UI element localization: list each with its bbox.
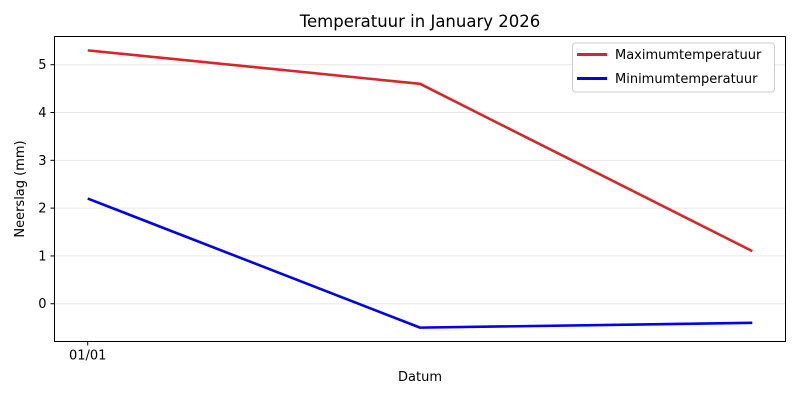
- x-tick-label: 01/01: [69, 349, 106, 364]
- gridlines: [54, 64, 786, 305]
- y-tick-label: 5: [38, 58, 46, 73]
- legend-box: [572, 42, 775, 93]
- x-axis-ticks: 01/01: [69, 341, 106, 364]
- y-tick-label: 0: [38, 297, 46, 312]
- series-line-maximumtemperatuur: [87, 49, 753, 253]
- chart-title: Temperatuur in January 2026: [299, 12, 541, 31]
- data-series: [87, 49, 753, 329]
- y-axis-label: Neerslag (mm): [13, 140, 28, 237]
- y-axis-ticks: 0 1 2 3 4 5: [38, 58, 55, 312]
- legend-label: Minimumtemperatuur: [615, 72, 758, 87]
- legend-label: Maximumtemperatuur: [615, 48, 762, 63]
- y-tick-label: 4: [38, 106, 46, 121]
- legend-items: Maximumtemperatuur Minimumtemperatuur: [577, 48, 762, 87]
- y-tick-label: 1: [38, 249, 46, 264]
- series-line-minimumtemperatuur: [87, 197, 753, 329]
- y-tick-label: 2: [38, 202, 46, 217]
- legend: Maximumtemperatuur Minimumtemperatuur: [572, 42, 775, 93]
- plot-area: [54, 36, 786, 342]
- x-axis-label: Datum: [398, 370, 442, 385]
- y-tick-label: 3: [38, 154, 46, 169]
